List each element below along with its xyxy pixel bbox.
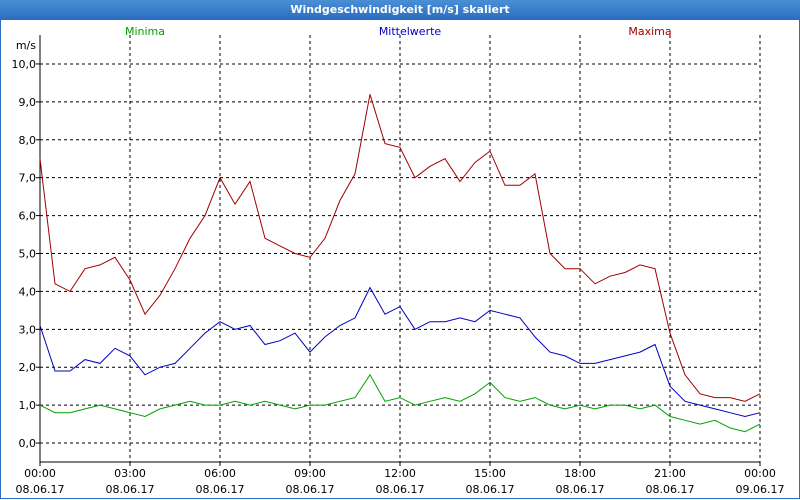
x-tick-date: 08.06.17: [16, 483, 65, 496]
grid-lines: [40, 35, 761, 462]
x-tick-time: 12:00: [384, 467, 416, 480]
x-tick-date: 08.06.17: [196, 483, 245, 496]
y-tick-label: 5,0: [19, 248, 37, 261]
y-tick-label: 0,0: [19, 437, 37, 450]
x-tick-time: 00:00: [24, 467, 56, 480]
y-tick-label: 1,0: [19, 399, 37, 412]
series-line-maxima: [39, 94, 761, 402]
y-tick-label: 7,0: [19, 172, 37, 185]
series-line-mittelwerte: [39, 286, 761, 418]
series-line-minima: [39, 373, 761, 433]
y-tick-label: 3,0: [19, 323, 37, 336]
x-tick-time: 15:00: [474, 467, 506, 480]
x-tick-date: 08.06.17: [646, 483, 695, 496]
x-tick-time: 03:00: [114, 467, 146, 480]
y-axis-label: m/s: [16, 39, 36, 52]
x-tick-time: 00:00: [744, 467, 776, 480]
y-tick-label: 8,0: [19, 134, 37, 147]
x-tick-date: 08.06.17: [286, 483, 335, 496]
series-lines: [39, 94, 761, 433]
x-tick-time: 18:00: [564, 467, 596, 480]
legend-mittelwerte: Mittelwerte: [379, 25, 442, 38]
y-tick-label: 9,0: [19, 96, 37, 109]
chart-title: Windgeschwindigkeit [m/s] skaliert: [0, 0, 800, 20]
x-tick-time: 09:00: [294, 467, 326, 480]
x-tick-date: 08.06.17: [106, 483, 155, 496]
y-tick-label: 10,0: [12, 58, 37, 71]
x-tick-date: 08.06.17: [466, 483, 515, 496]
y-tick-label: 6,0: [19, 210, 37, 223]
legend-minima: Minima: [125, 25, 165, 38]
x-tick-date: 08.06.17: [556, 483, 605, 496]
y-tick-label: 4,0: [19, 285, 37, 298]
x-tick-date: 09.06.17: [736, 483, 785, 496]
legend: Minima Mittelwerte Maxima: [125, 25, 672, 38]
x-tick-time: 06:00: [204, 467, 236, 480]
legend-maxima: Maxima: [628, 25, 671, 38]
axes: [36, 35, 761, 466]
tick-labels: 0,0 1,0 2,0 3,0 4,0 5,0 6,0 7,0 8,0 9,0 10,0 00:00 0…: [12, 39, 785, 496]
y-tick-label: 2,0: [19, 361, 37, 374]
x-tick-time: 21:00: [654, 467, 686, 480]
x-tick-date: 08.06.17: [376, 483, 425, 496]
